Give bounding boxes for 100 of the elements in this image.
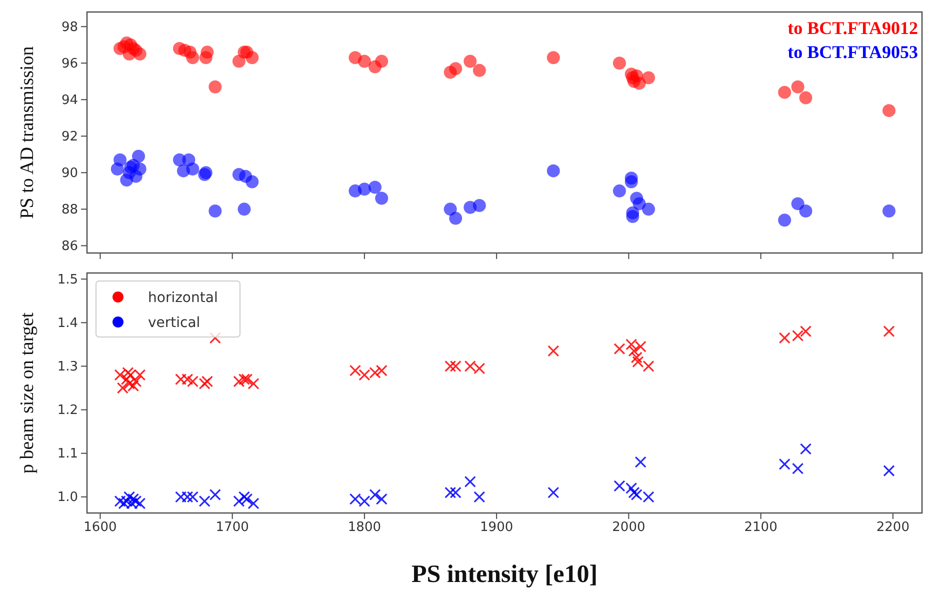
point: [883, 326, 895, 338]
point: [800, 443, 812, 455]
point: [778, 458, 790, 470]
point: [358, 182, 371, 196]
point: [632, 197, 646, 210]
point: [626, 210, 640, 223]
point: [123, 378, 136, 390]
point: [464, 54, 477, 68]
point: [375, 54, 388, 68]
point: [449, 212, 462, 225]
y-tick-label: 1.4: [57, 316, 78, 331]
y-tick-label: 90: [61, 166, 78, 181]
point: [246, 175, 259, 188]
legend-label: vertical: [148, 315, 200, 331]
point: [799, 91, 812, 104]
point: [444, 486, 456, 498]
y-tick-label: 86: [61, 238, 78, 254]
point: [632, 356, 644, 368]
y-tick-label: 92: [61, 129, 78, 144]
point: [133, 162, 146, 176]
point: [449, 62, 462, 76]
point: [201, 376, 214, 388]
point: [792, 330, 804, 342]
point: [642, 202, 656, 216]
x-tick-label: 1800: [348, 520, 381, 536]
point: [546, 51, 560, 64]
point: [198, 495, 210, 508]
x-tick-label: 1600: [84, 520, 117, 536]
point: [632, 76, 646, 90]
y-tick-label: 98: [61, 20, 78, 35]
y-tick-label: 1.5: [57, 272, 78, 288]
point: [133, 47, 146, 60]
point: [450, 486, 462, 498]
x-tick-label: 2200: [876, 520, 910, 536]
point: [376, 364, 388, 376]
point: [630, 352, 642, 364]
point: [778, 332, 790, 344]
y-tick-label: 96: [61, 56, 78, 72]
point: [127, 493, 140, 505]
point: [472, 64, 486, 77]
point: [799, 204, 812, 218]
point: [209, 488, 221, 501]
y-axis-title: PS to AD transmission: [17, 46, 38, 219]
point: [246, 51, 259, 64]
point: [628, 345, 640, 357]
point: [450, 360, 462, 372]
point: [778, 86, 792, 99]
point: [546, 164, 560, 178]
point: [642, 360, 654, 372]
point: [472, 199, 486, 212]
point: [444, 360, 456, 372]
point: [614, 342, 626, 355]
y-tick-label: 1.1: [57, 446, 78, 462]
point: [791, 197, 804, 210]
point: [375, 192, 388, 205]
y-tick-label: 1.3: [57, 359, 78, 374]
y-axis-title: p beam size on target: [17, 312, 38, 474]
point: [368, 180, 382, 194]
point: [791, 80, 804, 94]
point: [464, 476, 476, 488]
point: [778, 214, 792, 227]
point: [232, 54, 246, 68]
point: [883, 464, 895, 477]
point: [624, 175, 638, 188]
point: [114, 153, 127, 166]
y-tick-label: 1.2: [57, 402, 78, 418]
point: [238, 202, 251, 216]
x-axis-title: PS intensity [e10]: [411, 561, 598, 588]
point: [248, 498, 260, 510]
y-tick-label: 1.0: [57, 490, 78, 506]
point: [612, 56, 626, 70]
point: [186, 162, 200, 176]
point: [200, 46, 214, 59]
point: [548, 345, 560, 357]
x-tick-label: 1900: [480, 520, 514, 536]
point: [882, 104, 896, 118]
point: [642, 71, 656, 84]
point: [238, 373, 250, 386]
point: [358, 54, 371, 68]
point: [208, 80, 222, 94]
point: [634, 456, 646, 468]
point: [369, 488, 381, 501]
y-tick-label: 88: [61, 202, 78, 218]
point: [882, 204, 896, 218]
point: [792, 462, 804, 474]
x-tick-label: 2100: [744, 520, 778, 536]
point: [208, 204, 222, 218]
point: [238, 491, 250, 503]
point: [474, 491, 486, 503]
text: to BCT.FTA9053: [788, 42, 918, 62]
text: to BCT.FTA9012: [788, 18, 918, 38]
point: [628, 486, 640, 498]
x-tick-label: 2000: [612, 520, 646, 536]
point: [376, 493, 388, 505]
point: [132, 150, 146, 163]
y-tick-label: 94: [61, 92, 78, 108]
point: [349, 364, 362, 376]
x-tick-label: 1700: [216, 520, 249, 536]
point: [186, 51, 200, 64]
point: [248, 378, 260, 390]
